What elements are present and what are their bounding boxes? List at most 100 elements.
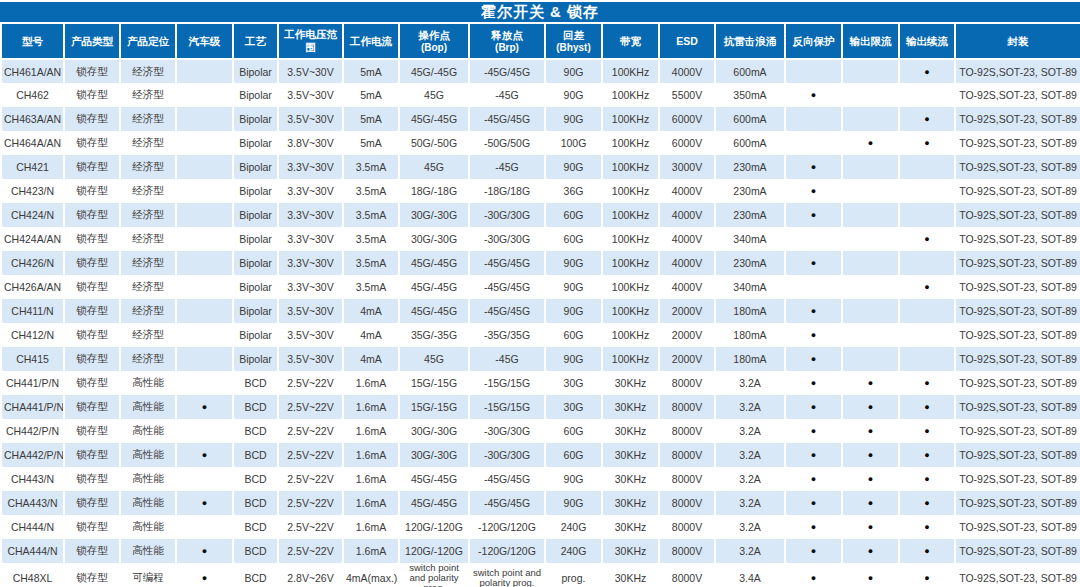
table-cell: 锁存型 bbox=[64, 563, 120, 587]
table-cell: 3.5mA bbox=[343, 275, 399, 299]
table-row: CH412/N锁存型经济型Bipolar3.5V~30V4mA35G/-35G-… bbox=[1, 323, 1080, 347]
table-cell: 100KHz bbox=[602, 155, 659, 179]
table-row: CH463A/AN锁存型经济型Bipolar3.5V~30V5mA45G/-45… bbox=[1, 107, 1080, 131]
table-cell: TO-92S,SOT-23, SOT-89 bbox=[955, 59, 1080, 83]
column-label: 汽车级 bbox=[178, 35, 231, 48]
table-cell: 30G/-30G bbox=[399, 227, 469, 251]
table-cell: switch point and polarity prog. bbox=[399, 563, 469, 587]
column-header: 工作电压范围 bbox=[278, 23, 343, 59]
table-cell: 5500V bbox=[659, 83, 715, 107]
table-cell bbox=[176, 323, 233, 347]
table-cell: 8000V bbox=[659, 515, 715, 539]
table-cell: 2000V bbox=[659, 299, 715, 323]
table-cell: 30KHz bbox=[602, 491, 659, 515]
table-cell: 30KHz bbox=[602, 515, 659, 539]
table-cell: 45G/-45G bbox=[399, 251, 469, 275]
table-cell bbox=[176, 203, 233, 227]
table-cell: TO-92S,SOT-23, SOT-89 bbox=[955, 347, 1080, 371]
table-cell: 180mA bbox=[715, 347, 785, 371]
table-cell: TO-92S,SOT-23, SOT-89 bbox=[955, 275, 1080, 299]
table-cell: 90G bbox=[545, 59, 602, 83]
table-cell: Bipolar bbox=[233, 299, 278, 323]
table-cell: Bipolar bbox=[233, 107, 278, 131]
table-cell: 2.5V~22V bbox=[278, 515, 343, 539]
table-cell: 锁存型 bbox=[64, 227, 120, 251]
table-row: CH411/N锁存型经济型Bipolar3.5V~30V4mA45G/-45G-… bbox=[1, 299, 1080, 323]
dot-indicator: ● bbox=[842, 395, 899, 419]
table-cell: 45G bbox=[399, 83, 469, 107]
table-cell: 100KHz bbox=[602, 203, 659, 227]
table-cell: 600mA bbox=[715, 131, 785, 155]
table-cell: -45G bbox=[469, 83, 545, 107]
model-cell: CH463A/AN bbox=[1, 107, 64, 131]
table-cell: 60G bbox=[545, 323, 602, 347]
dot-indicator: ● bbox=[899, 467, 955, 491]
table-cell: BCD bbox=[233, 539, 278, 563]
table-cell: TO-92S,SOT-23, SOT-89 bbox=[955, 419, 1080, 443]
dot-indicator: ● bbox=[899, 443, 955, 467]
table-cell: 8000V bbox=[659, 395, 715, 419]
table-cell: 340mA bbox=[715, 275, 785, 299]
table-cell: 45G/-45G bbox=[399, 107, 469, 131]
table-cell: 90G bbox=[545, 491, 602, 515]
table-cell: 经济型 bbox=[120, 323, 176, 347]
table-cell: 2.5V~22V bbox=[278, 395, 343, 419]
table-cell: 3.5V~30V bbox=[278, 347, 343, 371]
table-cell: 8000V bbox=[659, 539, 715, 563]
column-sublabel: (Bhyst) bbox=[547, 42, 600, 54]
table-cell: 3.3V~30V bbox=[278, 275, 343, 299]
table-cell: 4000V bbox=[659, 59, 715, 83]
table-cell: 高性能 bbox=[120, 395, 176, 419]
dot-indicator: ● bbox=[899, 419, 955, 443]
table-cell bbox=[842, 203, 899, 227]
table-cell: 锁存型 bbox=[64, 155, 120, 179]
model-cell: CH441/P/N bbox=[1, 371, 64, 395]
table-cell bbox=[842, 299, 899, 323]
table-cell: 35G/-35G bbox=[399, 323, 469, 347]
dot-indicator: ● bbox=[785, 83, 842, 107]
column-header: ESD bbox=[659, 23, 715, 59]
table-cell: 8000V bbox=[659, 443, 715, 467]
table-cell: TO-92S,SOT-23, SOT-89 bbox=[955, 227, 1080, 251]
table-cell bbox=[842, 275, 899, 299]
table-cell: 1.6mA bbox=[343, 467, 399, 491]
column-header: 产品类型 bbox=[64, 23, 120, 59]
column-label: 型号 bbox=[3, 35, 62, 48]
table-cell: 2.5V~22V bbox=[278, 539, 343, 563]
table-cell: BCD bbox=[233, 491, 278, 515]
table-cell: 锁存型 bbox=[64, 203, 120, 227]
table-cell: 45G/-45G bbox=[399, 491, 469, 515]
table-cell: 2.5V~22V bbox=[278, 419, 343, 443]
table-cell: 100KHz bbox=[602, 179, 659, 203]
dot-indicator: ● bbox=[899, 275, 955, 299]
dot-indicator: ● bbox=[785, 563, 842, 587]
column-header: 抗雷击浪涌 bbox=[715, 23, 785, 59]
dot-indicator: ● bbox=[842, 467, 899, 491]
table-cell: TO-92S,SOT-23, SOT-89 bbox=[955, 299, 1080, 323]
table-cell bbox=[785, 131, 842, 155]
table-cell: Bipolar bbox=[233, 131, 278, 155]
table-cell: Bipolar bbox=[233, 83, 278, 107]
table-cell: 3.2A bbox=[715, 515, 785, 539]
dot-indicator: ● bbox=[785, 179, 842, 203]
dot-indicator: ● bbox=[899, 371, 955, 395]
table-cell: 锁存型 bbox=[64, 491, 120, 515]
table-cell bbox=[785, 275, 842, 299]
table-cell: TO-92S,SOT-23, SOT-89 bbox=[955, 539, 1080, 563]
table-cell: TO-92S,SOT-23, SOT-89 bbox=[955, 515, 1080, 539]
table-cell: 350mA bbox=[715, 83, 785, 107]
table-row: CH426/N锁存型经济型Bipolar3.3V~30V3.5mA45G/-45… bbox=[1, 251, 1080, 275]
table-cell bbox=[176, 251, 233, 275]
table-cell bbox=[176, 299, 233, 323]
table-cell: 90G bbox=[545, 275, 602, 299]
table-row: CH424A/AN锁存型经济型Bipolar3.3V~30V3.5mA30G/-… bbox=[1, 227, 1080, 251]
model-cell: CH444/N bbox=[1, 515, 64, 539]
table-cell: 8000V bbox=[659, 371, 715, 395]
table-row: CHA442/P/N锁存型高性能●BCD2.5V~22V1.6mA30G/-30… bbox=[1, 443, 1080, 467]
table-cell: prog. bbox=[545, 563, 602, 587]
table-title: 霍尔开关 & 锁存 bbox=[481, 3, 599, 20]
table-cell bbox=[176, 467, 233, 491]
table-cell: TO-92S,SOT-23, SOT-89 bbox=[955, 323, 1080, 347]
table-cell bbox=[176, 179, 233, 203]
table-cell bbox=[785, 59, 842, 83]
